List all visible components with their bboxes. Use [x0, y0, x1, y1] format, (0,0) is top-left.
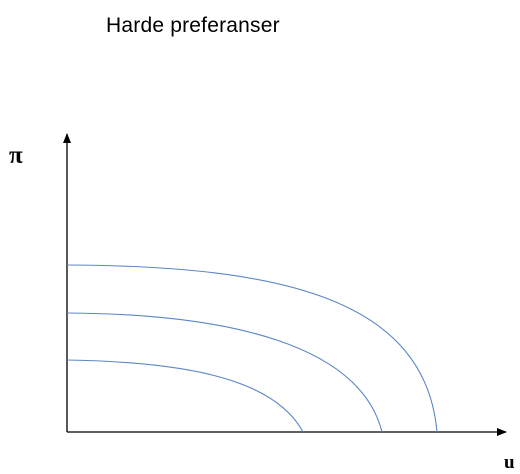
diagram-title: Harde preferanser [106, 14, 280, 37]
indifference-curve-2 [66, 312, 383, 433]
y-axis-label: π [9, 142, 23, 169]
x-axis-label: u [504, 452, 515, 473]
indifference-curve-1 [66, 359, 304, 433]
indifference-curve-3 [66, 264, 438, 433]
